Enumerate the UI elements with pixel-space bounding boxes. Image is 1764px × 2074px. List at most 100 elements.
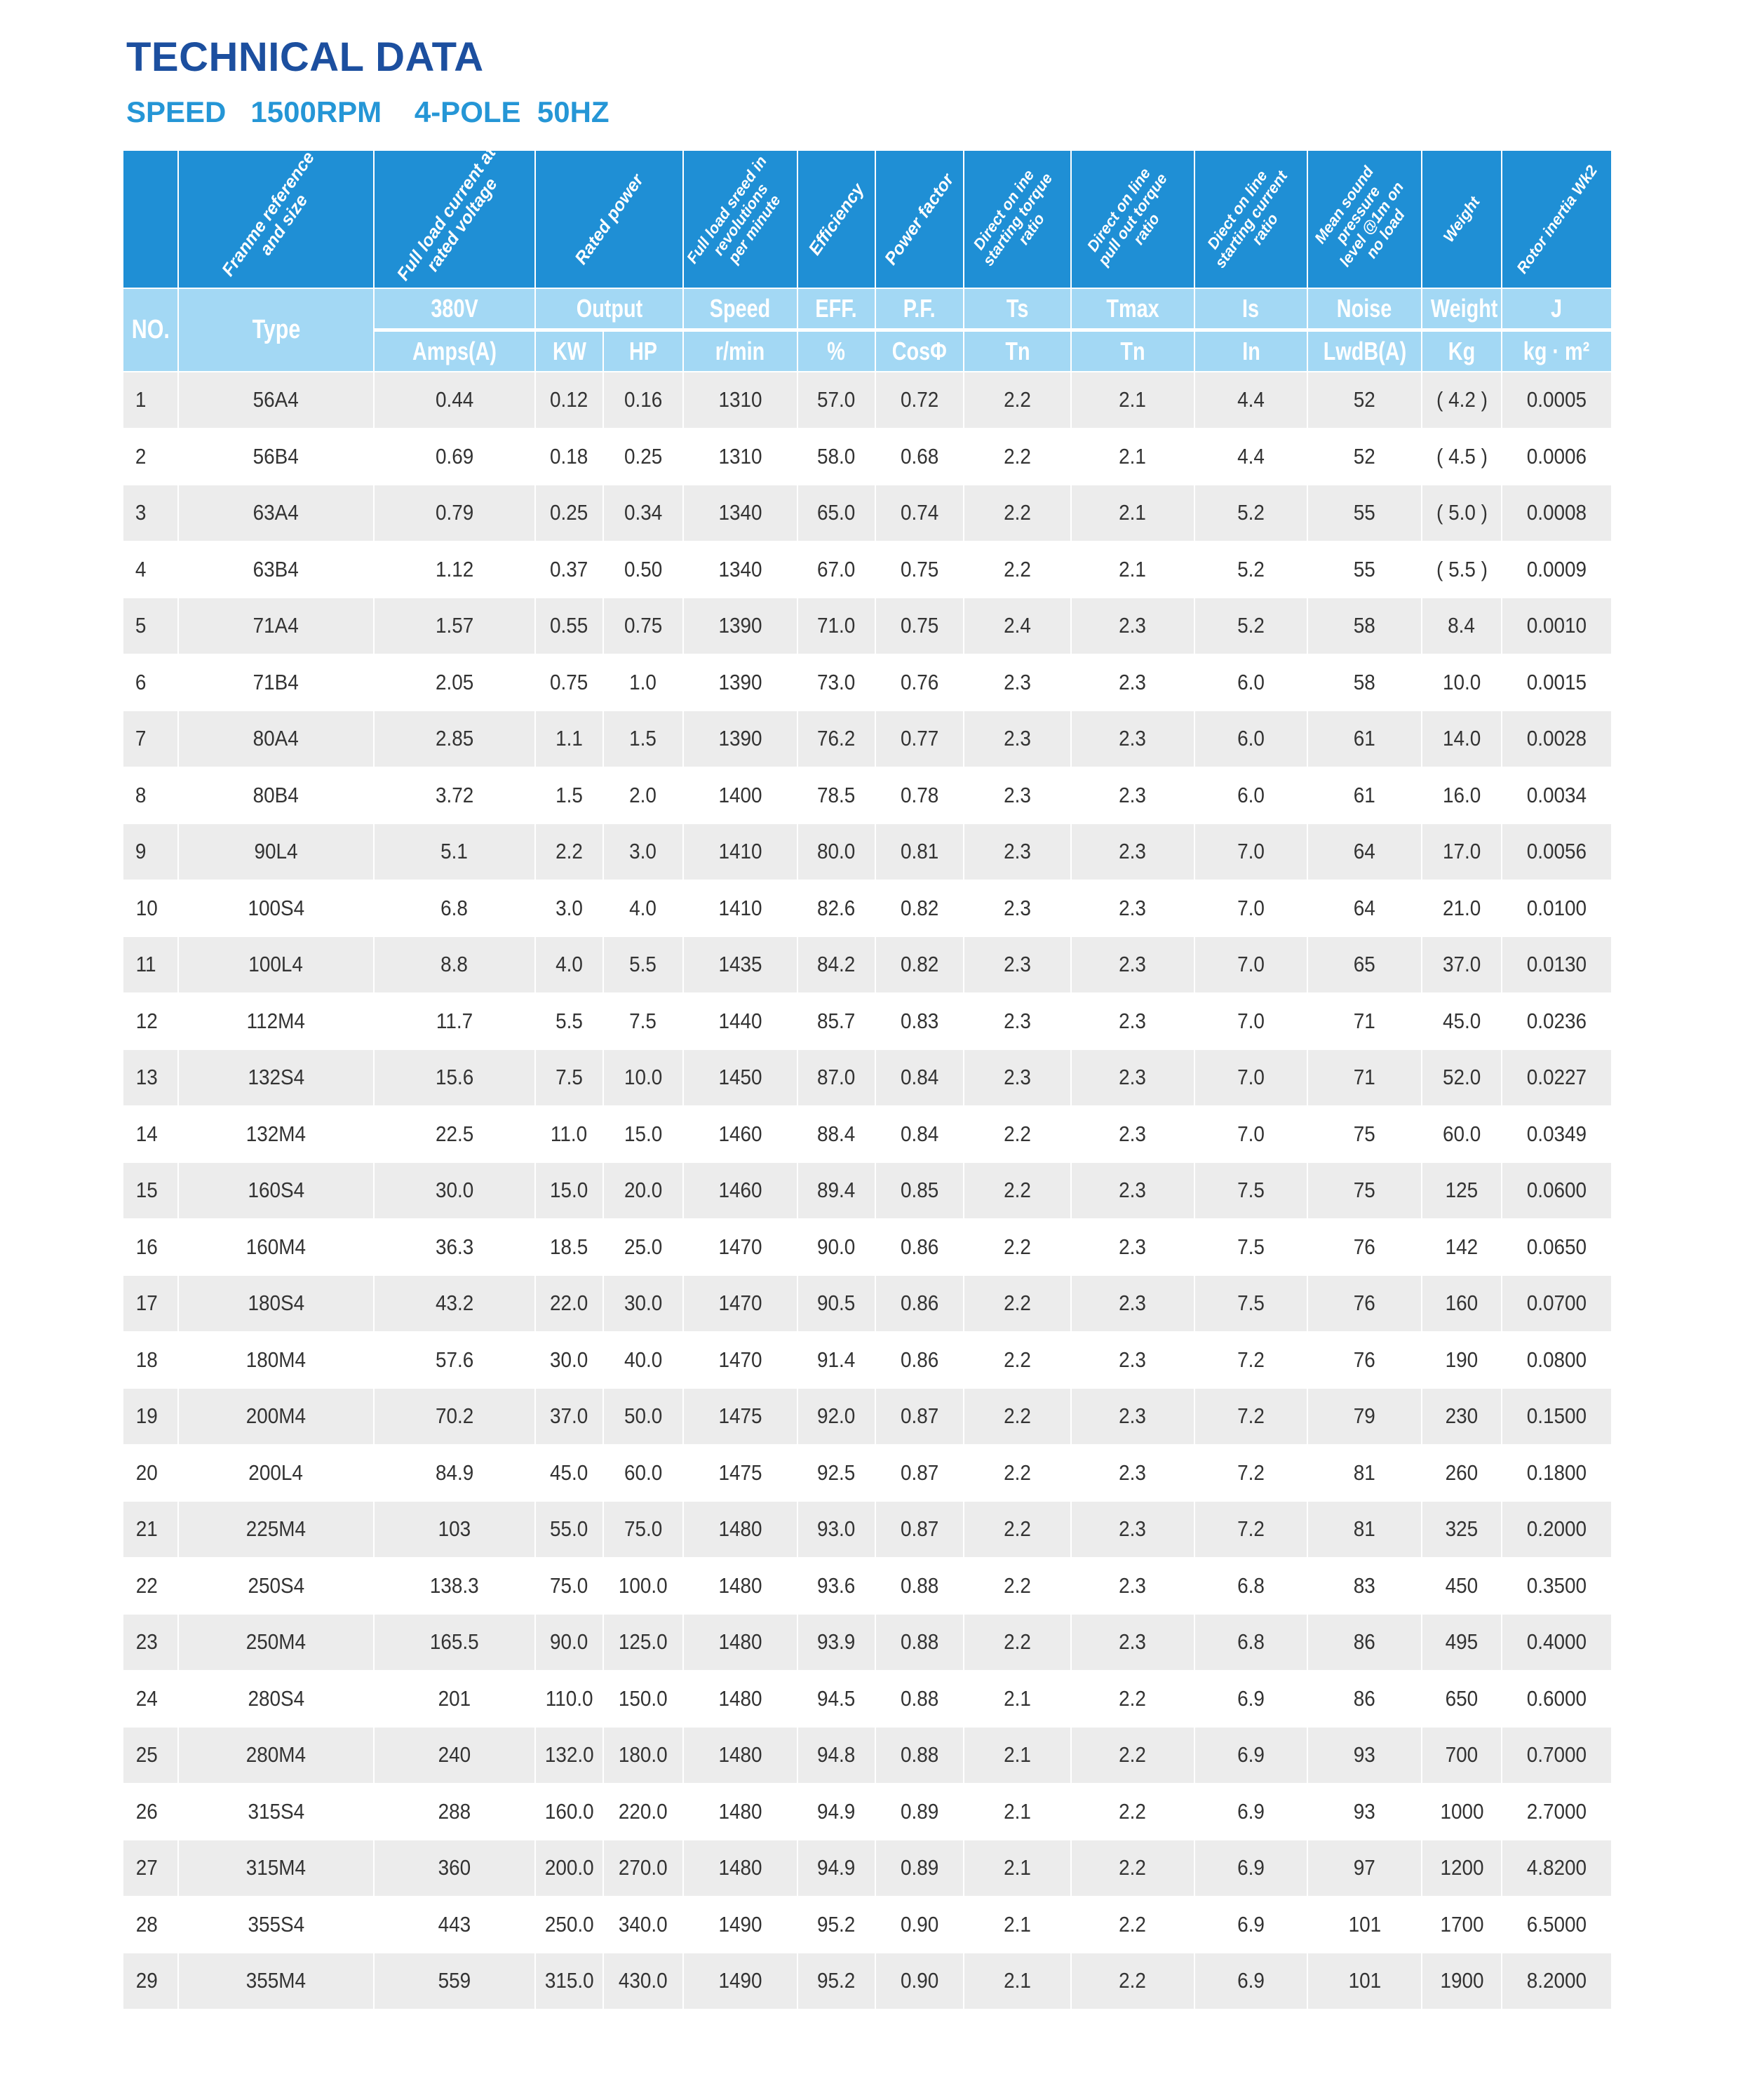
desc-is: Diect on line starting current ratio bbox=[1203, 166, 1291, 271]
header-pf: P.F. bbox=[875, 288, 964, 332]
cell-type: 355S4 bbox=[177, 1895, 375, 1953]
cell-ts: 2.3 bbox=[963, 879, 1072, 937]
table-row: 4 63B4 1.12 0.37 0.50 1340 67.0 0.75 2.2 2.1 5.2 55… bbox=[122, 540, 1612, 598]
cell-speed: 1310 bbox=[682, 427, 798, 485]
cell-noise: 76 bbox=[1307, 1274, 1422, 1333]
desc-j: Rotor inertia Wk2 bbox=[1512, 161, 1601, 276]
cell-j: 0.0008 bbox=[1501, 484, 1612, 542]
cell-weight: 190 bbox=[1421, 1331, 1502, 1389]
cell-eff: 82.6 bbox=[797, 879, 876, 937]
header-desc-noise: Mean sound pressure level @1m on no load bbox=[1307, 149, 1422, 289]
cell-tmax: 2.3 bbox=[1070, 1274, 1195, 1333]
cell-ts: 2.2 bbox=[963, 1274, 1072, 1333]
cell-hp: 0.50 bbox=[602, 540, 684, 598]
cell-is: 6.9 bbox=[1194, 1726, 1308, 1784]
cell-kw: 55.0 bbox=[534, 1500, 604, 1558]
cell-speed: 1390 bbox=[682, 653, 798, 711]
header-no-blank bbox=[122, 149, 179, 289]
cell-kw: 0.37 bbox=[534, 540, 604, 598]
cell-speed: 1470 bbox=[682, 1274, 798, 1333]
cell-type: 250M4 bbox=[177, 1613, 375, 1671]
unit-amps: Amps(A) bbox=[373, 329, 536, 372]
cell-hp: 1.5 bbox=[602, 710, 684, 768]
header-desc-is: Diect on line starting current ratio bbox=[1194, 149, 1308, 289]
cell-eff: 94.5 bbox=[797, 1669, 876, 1728]
cell-eff: 93.0 bbox=[797, 1500, 876, 1558]
cell-pf: 0.78 bbox=[875, 766, 964, 824]
desc-amps: Full load current at rated voltage bbox=[393, 150, 501, 284]
cell-no: 16 bbox=[122, 1218, 179, 1276]
cell-ts: 2.2 bbox=[963, 1218, 1072, 1276]
cell-tmax: 2.3 bbox=[1070, 992, 1195, 1050]
desc-speed: Full load sreed in revolutions per minut… bbox=[683, 152, 784, 267]
header-desc-weight: Weight bbox=[1421, 149, 1502, 289]
cell-is: 6.8 bbox=[1194, 1556, 1308, 1615]
cell-hp: 430.0 bbox=[602, 1952, 684, 2010]
cell-kw: 1.5 bbox=[534, 766, 604, 824]
cell-amps: 3.72 bbox=[373, 766, 536, 824]
cell-is: 6.9 bbox=[1194, 1839, 1308, 1897]
cell-no: 18 bbox=[122, 1331, 179, 1389]
cell-type: 100S4 bbox=[177, 879, 375, 937]
cell-j: 0.0009 bbox=[1501, 540, 1612, 598]
cell-type: 100L4 bbox=[177, 936, 375, 994]
cell-noise: 101 bbox=[1307, 1952, 1422, 2010]
cell-no: 15 bbox=[122, 1161, 179, 1220]
cell-weight: 1000 bbox=[1421, 1782, 1502, 1840]
unit-ts: Tn bbox=[963, 329, 1072, 372]
cell-ts: 2.2 bbox=[963, 1105, 1072, 1163]
cell-j: 0.0034 bbox=[1501, 766, 1612, 824]
header-desc-j: Rotor inertia Wk2 bbox=[1501, 149, 1612, 289]
cell-kw: 1.1 bbox=[534, 710, 604, 768]
cell-type: 200M4 bbox=[177, 1387, 375, 1446]
cell-pf: 0.90 bbox=[875, 1895, 964, 1953]
cell-noise: 81 bbox=[1307, 1500, 1422, 1558]
cell-tmax: 2.3 bbox=[1070, 1161, 1195, 1220]
cell-hp: 50.0 bbox=[602, 1387, 684, 1446]
cell-no: 7 bbox=[122, 710, 179, 768]
desc-tmax: Direct on line pull out torque ratio bbox=[1083, 164, 1171, 269]
cell-noise: 79 bbox=[1307, 1387, 1422, 1446]
cell-kw: 7.5 bbox=[534, 1049, 604, 1107]
cell-pf: 0.84 bbox=[875, 1049, 964, 1107]
cell-ts: 2.3 bbox=[963, 1049, 1072, 1107]
cell-hp: 0.75 bbox=[602, 597, 684, 655]
cell-no: 4 bbox=[122, 540, 179, 598]
cell-speed: 1390 bbox=[682, 597, 798, 655]
cell-j: 6.5000 bbox=[1501, 1895, 1612, 1953]
cell-tmax: 2.3 bbox=[1070, 823, 1195, 881]
cell-eff: 90.0 bbox=[797, 1218, 876, 1276]
cell-no: 23 bbox=[122, 1613, 179, 1671]
cell-tmax: 2.2 bbox=[1070, 1895, 1195, 1953]
cell-pf: 0.88 bbox=[875, 1556, 964, 1615]
cell-type: 280M4 bbox=[177, 1726, 375, 1784]
cell-hp: 100.0 bbox=[602, 1556, 684, 1615]
cell-is: 5.2 bbox=[1194, 484, 1308, 542]
cell-hp: 75.0 bbox=[602, 1500, 684, 1558]
cell-no: 25 bbox=[122, 1726, 179, 1784]
desc-weight: Weight bbox=[1439, 193, 1483, 245]
cell-pf: 0.83 bbox=[875, 992, 964, 1050]
cell-type: 280S4 bbox=[177, 1669, 375, 1728]
cell-pf: 0.89 bbox=[875, 1782, 964, 1840]
cell-hp: 0.25 bbox=[602, 427, 684, 485]
cell-tmax: 2.3 bbox=[1070, 1443, 1195, 1502]
cell-ts: 2.1 bbox=[963, 1895, 1072, 1953]
header-desc-amps: Full load current at rated voltage bbox=[373, 149, 536, 289]
cell-j: 0.0056 bbox=[1501, 823, 1612, 881]
cell-type: 63B4 bbox=[177, 540, 375, 598]
cell-type: 315M4 bbox=[177, 1839, 375, 1897]
cell-tmax: 2.3 bbox=[1070, 1556, 1195, 1615]
cell-weight: ( 4.5 ) bbox=[1421, 427, 1502, 485]
cell-weight: 21.0 bbox=[1421, 879, 1502, 937]
header-desc-power: Rated power bbox=[534, 149, 684, 289]
desc-pf: Power factor bbox=[880, 170, 958, 269]
cell-pf: 0.77 bbox=[875, 710, 964, 768]
cell-pf: 0.75 bbox=[875, 597, 964, 655]
cell-hp: 15.0 bbox=[602, 1105, 684, 1163]
cell-tmax: 2.3 bbox=[1070, 1218, 1195, 1276]
cell-tmax: 2.3 bbox=[1070, 710, 1195, 768]
table-row: 10 100S4 6.8 3.0 4.0 1410 82.6 0.82 2.3 2.3 7.0 64 2… bbox=[122, 879, 1612, 937]
cell-j: 0.0700 bbox=[1501, 1274, 1612, 1333]
cell-ts: 2.2 bbox=[963, 1443, 1072, 1502]
